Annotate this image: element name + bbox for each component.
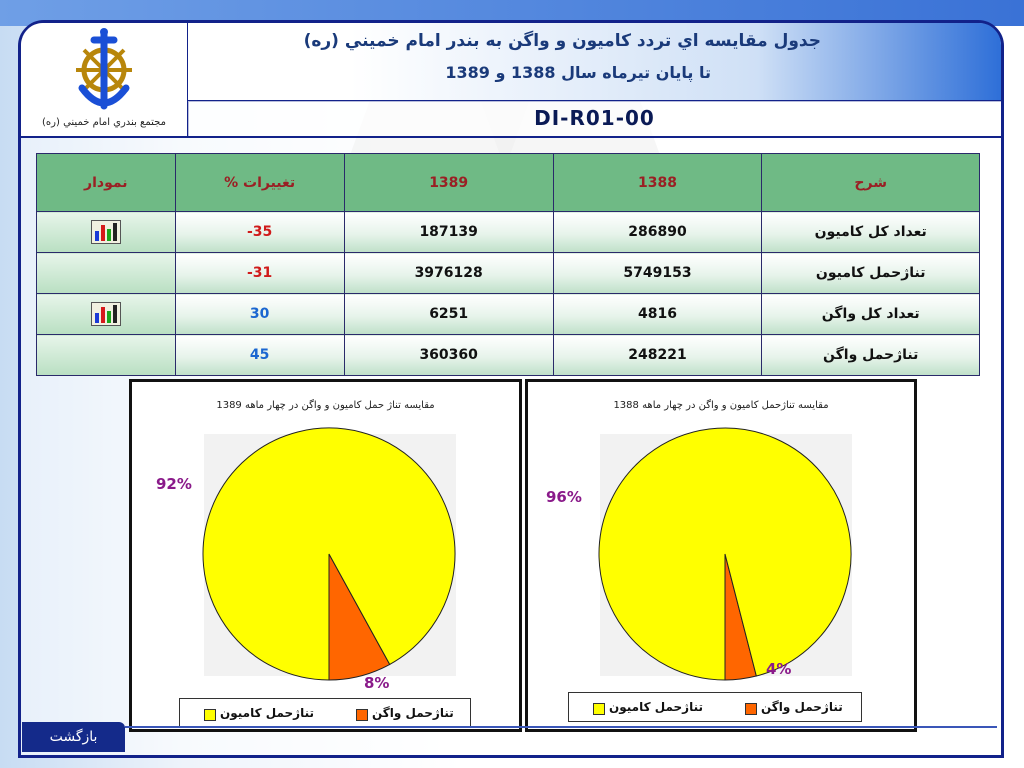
logo-caption: مجتمع بندري امام خميني (ره) (42, 117, 166, 128)
value-1388-cell: 5749153 (552, 252, 763, 294)
chart-title: مقايسه تناژحمل كاميون و واگن در چهار ماه… (613, 400, 829, 411)
chart-cell[interactable] (36, 211, 176, 253)
value-1389-cell: 187139 (343, 211, 554, 253)
legend-label-truck: تناژحمل كاميون (609, 700, 703, 714)
legend-label-wagon: تناژحمل واگن (372, 706, 454, 720)
value-1388-cell: 4816 (552, 293, 763, 335)
slice-label-minor: 8% (364, 674, 390, 692)
desc-cell: تناژحمل كاميون (761, 252, 980, 294)
title-cell: جدول مقايسه اي تردد كاميون و واگن به بند… (188, 23, 1001, 102)
anchor-wheel-logo-icon (76, 28, 132, 110)
desc-cell: تعداد كل واگن (761, 293, 980, 335)
value-1388-cell: 248221 (552, 334, 763, 376)
pie-slice-truck (598, 427, 852, 681)
legend-swatch-wagon (745, 703, 757, 715)
pie-svg (598, 427, 852, 681)
value-1389-cell: 6251 (343, 293, 554, 335)
chart-legend: تناژحمل كاميون تناژحمل واگن (568, 692, 862, 722)
slice-label-minor: 4% (766, 660, 792, 678)
chart-cell (36, 252, 176, 294)
bottom-divider (125, 726, 997, 728)
logo-cell: مجتمع بندري امام خميني (ره) (21, 23, 189, 138)
legend-label-wagon: تناژحمل واگن (761, 700, 843, 714)
legend-swatch-truck (204, 709, 216, 721)
pie-slice-truck (202, 427, 456, 681)
slice-label-main: 92% (156, 475, 192, 493)
value-1389-cell: 3976128 (343, 252, 554, 294)
header-1389: 1389 (343, 153, 554, 212)
change-cell: -35 (174, 211, 345, 253)
header-desc: شرح (761, 153, 980, 212)
chart-legend: تناژحمل كاميون تناژحمل واگن (179, 698, 471, 728)
header-change: % تغييرات (174, 153, 345, 212)
table-header-row: نمودار % تغييرات 1389 1388 شرح (36, 153, 980, 212)
table-row: -31 3976128 5749153 تناژحمل كاميون (36, 252, 980, 294)
legend-label-truck: تناژحمل كاميون (220, 706, 314, 720)
chart-title: مقايسه تناژ حمل كاميون و واگن در چهار ما… (216, 400, 435, 411)
pie-svg (202, 427, 456, 681)
chart-cell[interactable] (36, 293, 176, 335)
desc-cell: تناژحمل واگن (761, 334, 980, 376)
legend-swatch-truck (593, 703, 605, 715)
comparison-table: نمودار % تغييرات 1389 1388 شرح -35 18713… (36, 153, 980, 376)
change-cell: -31 (174, 252, 345, 294)
change-cell: 45 (174, 334, 345, 376)
table-row: 45 360360 248221 تناژحمل واگن (36, 334, 980, 376)
change-cell: 30 (174, 293, 345, 335)
page-subtitle: تا پايان تيرماه سال 1388 و 1389 (445, 63, 711, 82)
pie-chart-1389: مقايسه تناژ حمل كاميون و واگن در چهار ما… (129, 379, 522, 732)
doc-code: DI-R01-00 (188, 101, 1001, 138)
table-row: 30 6251 4816 تعداد كل واگن (36, 293, 980, 335)
bar-chart-icon[interactable] (90, 302, 121, 326)
bar-chart-icon[interactable] (90, 220, 121, 244)
chart-cell (36, 334, 176, 376)
value-1388-cell: 286890 (552, 211, 763, 253)
table-row: -35 187139 286890 تعداد كل كاميون (36, 211, 980, 253)
desc-cell: تعداد كل كاميون (761, 211, 980, 253)
slice-label-main: 96% (546, 488, 582, 506)
pie-chart-1388: مقايسه تناژحمل كاميون و واگن در چهار ماه… (525, 379, 917, 732)
back-button[interactable]: بازگشت (22, 722, 125, 752)
header-chart: نمودار (36, 153, 176, 212)
header-1388: 1388 (552, 153, 763, 212)
value-1389-cell: 360360 (343, 334, 554, 376)
page-title: جدول مقايسه اي تردد كاميون و واگن به بند… (303, 31, 821, 51)
legend-swatch-wagon (356, 709, 368, 721)
